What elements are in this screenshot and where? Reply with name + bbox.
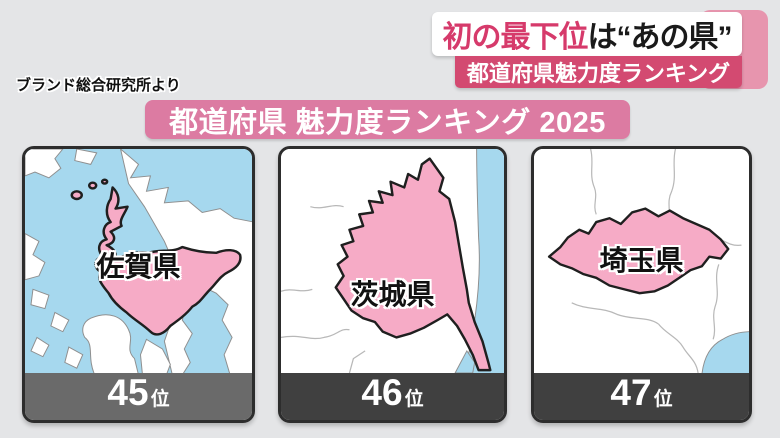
panel-saitama: 埼玉県 47 位: [531, 146, 752, 423]
ibaraki-map-area: 茨城県: [281, 149, 504, 373]
rank-number: 47: [610, 372, 652, 413]
panel-saga: 佐賀県 45 位: [22, 146, 255, 423]
rank-suffix: 位: [404, 389, 424, 410]
rank-suffix: 位: [653, 389, 673, 410]
saga-map-area: 佐賀県: [25, 149, 252, 373]
ibaraki-map: [281, 149, 504, 373]
rank-number: 45: [107, 372, 149, 413]
rank-bar: 46 位: [281, 373, 504, 420]
rank-bar: 45 位: [25, 373, 252, 420]
headline-subtitle: 都道府県魅力度ランキング: [455, 56, 742, 88]
panel-ibaraki: 茨城県 46 位: [278, 146, 507, 423]
prefecture-label: 埼玉県: [599, 245, 684, 276]
rank-number: 46: [361, 372, 403, 413]
saitama-map: [534, 149, 749, 373]
page-title: 都道府県 魅力度ランキング 2025: [145, 100, 630, 139]
headline: 初の最下位 は“あの県”: [432, 12, 742, 56]
prefecture-label: 茨城県: [350, 279, 435, 310]
saitama-map-area: 埼玉県: [534, 149, 749, 373]
attribution-text: ブランド総合研究所より: [16, 77, 181, 94]
saga-map: [25, 149, 252, 373]
headline-highlight: 初の最下位: [442, 21, 589, 54]
rank-suffix: 位: [150, 389, 170, 410]
headline-rest: は“あの県”: [587, 21, 733, 54]
prefecture-label: 佐賀県: [96, 251, 181, 282]
rank-bar: 47 位: [534, 373, 749, 420]
